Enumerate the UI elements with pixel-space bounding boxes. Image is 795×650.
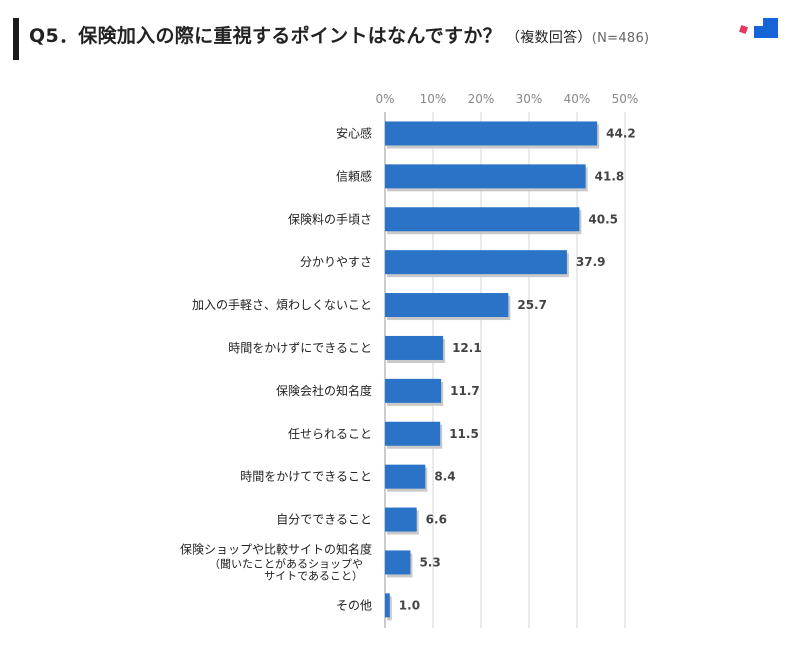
x-tick-label: 50% <box>612 92 639 106</box>
category-label: 自分でできること <box>276 513 372 527</box>
data-label: 6.6 <box>426 513 447 527</box>
x-tick-label: 30% <box>516 92 543 106</box>
bar <box>385 293 509 318</box>
title-subtitle: （複数回答） <box>505 30 592 46</box>
data-label: 40.5 <box>588 212 618 226</box>
category-label: その他 <box>336 598 372 612</box>
x-tick-label: 20% <box>468 92 495 106</box>
category-label: 信頼感 <box>336 168 372 183</box>
bar <box>385 378 442 403</box>
data-label: 11.7 <box>450 384 480 398</box>
data-label: 8.4 <box>434 470 455 484</box>
data-label: 37.9 <box>576 255 606 269</box>
bar <box>385 421 441 446</box>
category-label: 時間をかけずにできること <box>228 341 372 355</box>
data-label: 12.1 <box>452 341 482 355</box>
category-note: サイトであること） <box>264 569 363 582</box>
title-main: Q5．保険加入の際に重視するポイントはなんですか？ <box>29 25 502 47</box>
bar <box>385 335 444 360</box>
data-label: 25.7 <box>517 298 547 312</box>
data-label: 1.0 <box>399 598 420 612</box>
bar <box>385 464 426 489</box>
category-label: 加入の手軽さ、煩わしくないこと <box>192 298 372 312</box>
category-label: 分かりやすさ <box>300 255 372 269</box>
brand-logo-icon <box>739 18 778 38</box>
bar <box>385 507 417 532</box>
data-label: 5.3 <box>419 555 440 569</box>
x-tick-label: 40% <box>564 92 591 106</box>
data-label: 44.2 <box>606 126 636 140</box>
category-label: 保険料の手頃さ <box>288 212 372 226</box>
bar <box>385 164 586 189</box>
bar <box>385 207 580 232</box>
category-label: 保険会社の知名度 <box>276 383 372 398</box>
data-label: 41.8 <box>595 169 625 183</box>
sample-size: (N=486) <box>591 31 650 46</box>
bar <box>385 250 567 275</box>
bar <box>385 121 598 146</box>
data-label: 11.5 <box>449 427 479 441</box>
bar <box>385 593 390 618</box>
x-tick-label: 0% <box>375 92 394 106</box>
category-label: 時間をかけてできること <box>240 470 372 484</box>
title-accent-bar <box>13 18 19 60</box>
category-label: 任せられること <box>288 427 372 441</box>
bar <box>385 550 411 575</box>
category-label: 安心感 <box>336 125 372 140</box>
category-label: 保険ショップや比較サイトの知名度 <box>180 541 372 556</box>
x-tick-label: 10% <box>420 92 447 106</box>
chart-title: Q5．保険加入の際に重視するポイントはなんですか？ （複数回答）(N=486) <box>29 22 649 53</box>
category-note: （聞いたことがあるショップや <box>209 556 363 570</box>
